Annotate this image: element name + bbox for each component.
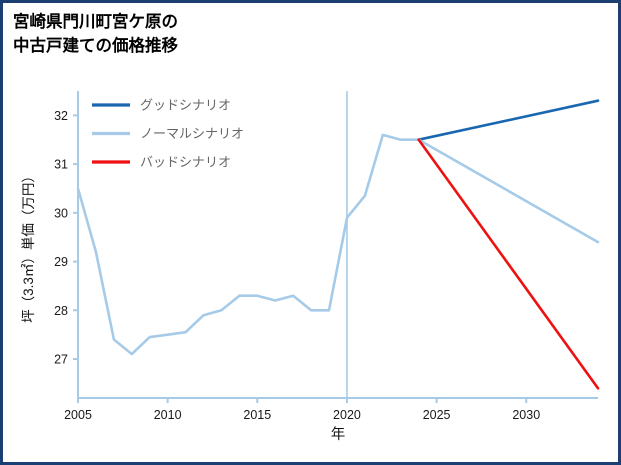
legend-label-good: グッドシナリオ [140, 98, 231, 113]
legend-label-normal: ノーマルシナリオ [140, 126, 244, 141]
legend-label-bad: バッドシナリオ [140, 155, 231, 170]
y-tick-label: 30 [54, 206, 68, 220]
series-line-bad [417, 138, 600, 390]
x-tick-label: 2010 [154, 408, 182, 422]
x-axis-label: 年 [330, 427, 346, 443]
y-tick-label: 28 [54, 304, 68, 318]
y-tick-label: 27 [54, 353, 68, 367]
x-tick-label: 2030 [512, 408, 540, 422]
x-tick-label: 2020 [333, 408, 361, 422]
page-title-line1: 宮崎県門川町宮ケ原の [13, 13, 178, 31]
y-tick-label: 32 [54, 109, 68, 123]
x-tick-label: 2005 [64, 408, 92, 422]
price-chart: 2005 2010 2015 2020 2025 2030 27 28 29 30 31 32 グッドシ… [54, 91, 600, 422]
y-tick-label: 29 [54, 255, 68, 269]
y-axis-label: 坪（3.3㎡）単価（万円） [21, 169, 36, 323]
page-title-line2: 中古戸建ての価格推移 [13, 36, 178, 55]
y-tick-label: 31 [54, 158, 68, 172]
page-title: 宮崎県門川町宮ケ原の 中古戸建ての価格推移 [13, 11, 178, 59]
x-tick-label: 2015 [243, 408, 271, 422]
series-line-good [417, 99, 600, 141]
series-line-normal [417, 138, 600, 244]
series-line-normal [76, 133, 421, 356]
x-tick-label: 2025 [423, 408, 451, 422]
